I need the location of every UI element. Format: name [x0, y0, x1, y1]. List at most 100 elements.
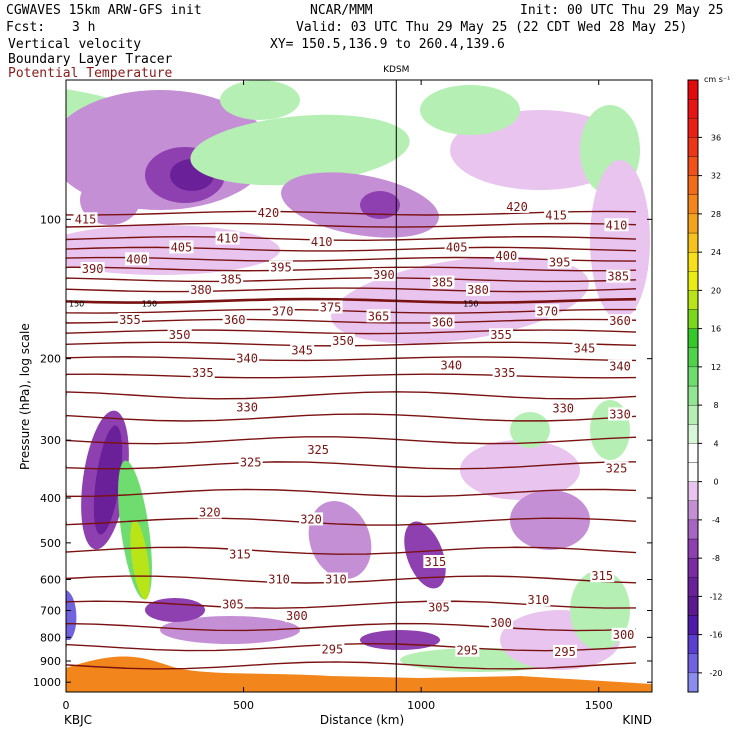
isentrope-label: 390 — [373, 268, 395, 282]
isentrope-label: 310 — [325, 573, 347, 587]
isentrope-label: 310 — [268, 573, 290, 587]
colorbar-label: -12 — [709, 592, 722, 601]
isentrope-label-bg — [489, 616, 514, 630]
isentrope-line — [66, 391, 637, 400]
velocity-patch — [460, 440, 580, 500]
isentrope-label: 355 — [119, 313, 141, 327]
colorbar-swatch — [687, 538, 699, 559]
isentrope-label-bg — [544, 208, 569, 222]
plot-frame — [65, 79, 653, 693]
isentrope-label-bg — [299, 512, 324, 526]
colorbar-label: 8 — [713, 401, 718, 410]
isentrope-label: 410 — [311, 235, 333, 249]
isentrope-line — [66, 222, 637, 228]
isentrope-label-bg — [604, 218, 629, 232]
isentrope-line — [66, 266, 637, 272]
colorbar-swatch — [687, 672, 699, 693]
isentrope-label-bg — [290, 343, 315, 357]
isentrope-label-bg — [465, 282, 490, 296]
colorbar-label: -20 — [709, 669, 722, 678]
isentrope-label: 385 — [607, 270, 629, 284]
isentrope-label: 335 — [192, 366, 214, 380]
isentrope-label-bg — [426, 600, 451, 614]
colorbar-swatch — [687, 194, 699, 215]
isentrope-line — [66, 297, 637, 304]
velocity-patch — [130, 520, 150, 600]
velocity-patch — [93, 425, 123, 535]
colorbar-swatch — [687, 328, 699, 348]
colorbar-swatch — [687, 404, 699, 425]
isentrope-label-bg — [318, 300, 343, 314]
isentrope-label-bg — [73, 212, 98, 226]
colorbar-frame — [687, 79, 699, 693]
velocity-patch — [420, 85, 520, 135]
isentrope-label: 310 — [528, 593, 550, 607]
isentrope-label-bg — [494, 248, 519, 262]
isentrope-line — [66, 287, 637, 293]
isentrope-label: 410 — [217, 231, 239, 245]
isentrope-label-bg — [215, 231, 240, 245]
isentrope-label-bg — [238, 455, 263, 469]
isentrope-label: 350 — [332, 334, 354, 348]
isentrope-label-bg — [188, 282, 213, 296]
isentrope-label: 330 — [609, 407, 631, 421]
isentrope-label: 315 — [425, 555, 447, 569]
isentrope-line — [66, 210, 637, 216]
colorbar-swatch — [687, 137, 699, 157]
isentrope-label: 380 — [190, 283, 212, 297]
colorbar-swatch — [687, 156, 699, 176]
isentrope-label: 365 — [368, 309, 390, 323]
isentrope-label: 320 — [199, 506, 221, 520]
isentrope-label: 295 — [456, 644, 478, 658]
isentrope-label-bg — [320, 642, 345, 656]
velocity-patch — [308, 501, 372, 579]
isentrope-label-bg — [430, 315, 455, 329]
isentrope-label: 395 — [549, 256, 571, 270]
isentrope-line — [66, 488, 637, 498]
isentrope-label-bg — [572, 341, 597, 355]
isentrope-label-bg — [604, 461, 629, 475]
colorbar-swatch — [687, 481, 699, 501]
colorbar-swatch — [687, 424, 699, 444]
velocity-patch — [360, 630, 440, 650]
colorbar-swatch — [687, 251, 699, 272]
velocity-patch — [360, 191, 400, 219]
cross-section-endpoints: XY= 150.5,136.9 to 260.4,139.6 — [270, 37, 505, 52]
isentrope-label: 420 — [506, 200, 528, 214]
isentrope-label-bg — [267, 572, 292, 586]
isentrope-label: 395 — [270, 260, 292, 274]
isentrope-label-bg — [309, 235, 334, 249]
isentrope-line — [66, 246, 637, 252]
colorbar-label: -4 — [712, 516, 720, 525]
colorbar-swatch — [687, 290, 699, 310]
isentrope-label-bg — [117, 312, 142, 326]
isentrope-label: 315 — [591, 569, 613, 583]
isentrope-line — [66, 277, 637, 283]
isentrope-label: 300 — [613, 628, 635, 642]
isentrope-label: 420 — [258, 206, 280, 220]
isentrope-label-bg — [608, 314, 633, 328]
colorbar: -20 -16 -12 -8 -4 0 4 8 12 16 20 24 28 32 36 — [687, 79, 723, 693]
isentrope-label-bg — [489, 328, 514, 342]
isentrope-label: 355 — [490, 328, 512, 342]
isentrope-label: 370 — [272, 304, 294, 318]
isentrope-label: 345 — [291, 343, 313, 357]
velocity-patch — [590, 160, 650, 320]
y-tick-label: 900 — [40, 655, 61, 668]
isentrope-label-bg — [270, 304, 295, 318]
isentrope-label-bg — [220, 597, 245, 611]
isentrope-line — [66, 329, 637, 335]
isentrope-label: 330 — [236, 401, 258, 415]
velocity-patch — [404, 521, 446, 589]
isentrope-label-bg — [366, 309, 391, 323]
isentrope-label: 340 — [236, 352, 258, 366]
isentrope-label: 300 — [490, 616, 512, 630]
isentrope-label: 335 — [494, 366, 516, 380]
velocity-patch — [190, 114, 410, 186]
colorbar-swatch — [687, 213, 699, 234]
colorbar-label: 28 — [711, 210, 721, 219]
isentrope-label: 390 — [82, 262, 104, 276]
y-tick-label: 400 — [40, 492, 61, 505]
